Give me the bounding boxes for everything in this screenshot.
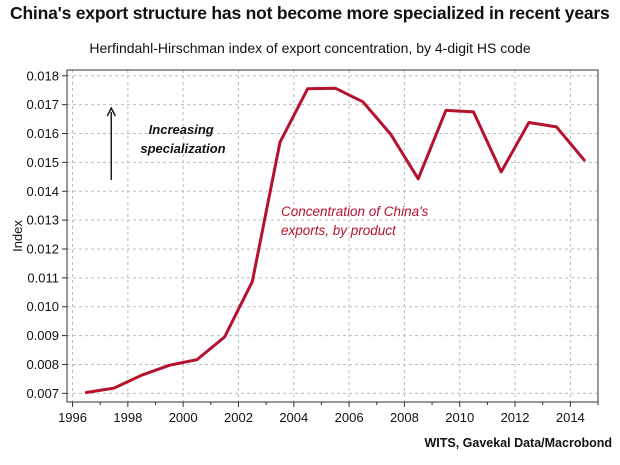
- chart-subtitle: Herfindahl-Hirschman index of export con…: [89, 40, 531, 56]
- y-tick-label: 0.011: [27, 270, 59, 285]
- x-tick-label: 2000: [169, 410, 198, 425]
- plot-frame: [66, 69, 599, 403]
- x-tick-label: 2014: [556, 410, 585, 425]
- x-tick-label: 2006: [335, 410, 364, 425]
- axis-ticks: [62, 75, 599, 407]
- y-tick-label: 0.014: [26, 184, 59, 199]
- y-tick-label: 0.015: [26, 155, 59, 170]
- x-tick-label: 1998: [113, 410, 142, 425]
- y-tick-label: 0.008: [26, 357, 59, 372]
- series-layer: [84, 86, 586, 394]
- y-tick-label: 0.013: [26, 213, 59, 228]
- y-axis-labels: 0.007 0.008 0.009 0.010 0.011 0.012 0.013 0.014…: [26, 68, 59, 401]
- x-tick-label: 2008: [390, 410, 419, 425]
- series-annotation-line-1: Concentration of China's: [281, 204, 429, 219]
- chart-title: China's export structure has not become …: [10, 3, 610, 23]
- y-tick-label: 0.018: [26, 68, 59, 83]
- x-axis-labels: 1996 1998 2000 2002 2004 2006 2008 2010 2012 2014: [58, 410, 585, 425]
- series-annotation-line-2: exports, by product: [281, 223, 397, 238]
- specialization-annotation-line-1: Increasing: [149, 122, 214, 137]
- series-annotation: Concentration of China's exports, by pro…: [281, 204, 432, 238]
- y-tick-label: 0.009: [26, 328, 59, 343]
- y-tick-label: 0.017: [26, 97, 59, 112]
- y-axis-title: Index: [10, 220, 25, 252]
- x-tick-label: 2002: [224, 410, 253, 425]
- x-tick-label: 2010: [445, 410, 474, 425]
- x-tick-label: 2004: [279, 410, 308, 425]
- y-tick-label: 0.010: [26, 299, 59, 314]
- y-tick-label: 0.016: [26, 126, 59, 141]
- y-tick-label: 0.007: [26, 386, 59, 401]
- source-note: WITS, Gavekal Data/Macrobond: [424, 436, 612, 450]
- y-tick-label: 0.012: [26, 241, 59, 256]
- series-line: [84, 86, 586, 394]
- specialization-annotation: Increasing specialization: [140, 122, 225, 156]
- specialization-annotation-line-2: specialization: [140, 141, 225, 156]
- x-tick-label: 1996: [58, 410, 87, 425]
- x-tick-label: 2012: [501, 410, 530, 425]
- grid-lines: [67, 70, 598, 402]
